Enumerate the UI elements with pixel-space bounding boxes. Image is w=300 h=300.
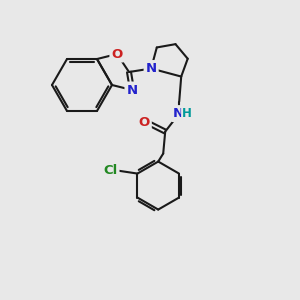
Text: N: N [173, 107, 184, 120]
Text: N: N [146, 62, 157, 75]
Text: O: O [139, 116, 150, 129]
Text: Cl: Cl [103, 164, 118, 177]
Text: H: H [182, 107, 192, 120]
Text: N: N [126, 83, 138, 97]
Text: O: O [111, 47, 123, 61]
